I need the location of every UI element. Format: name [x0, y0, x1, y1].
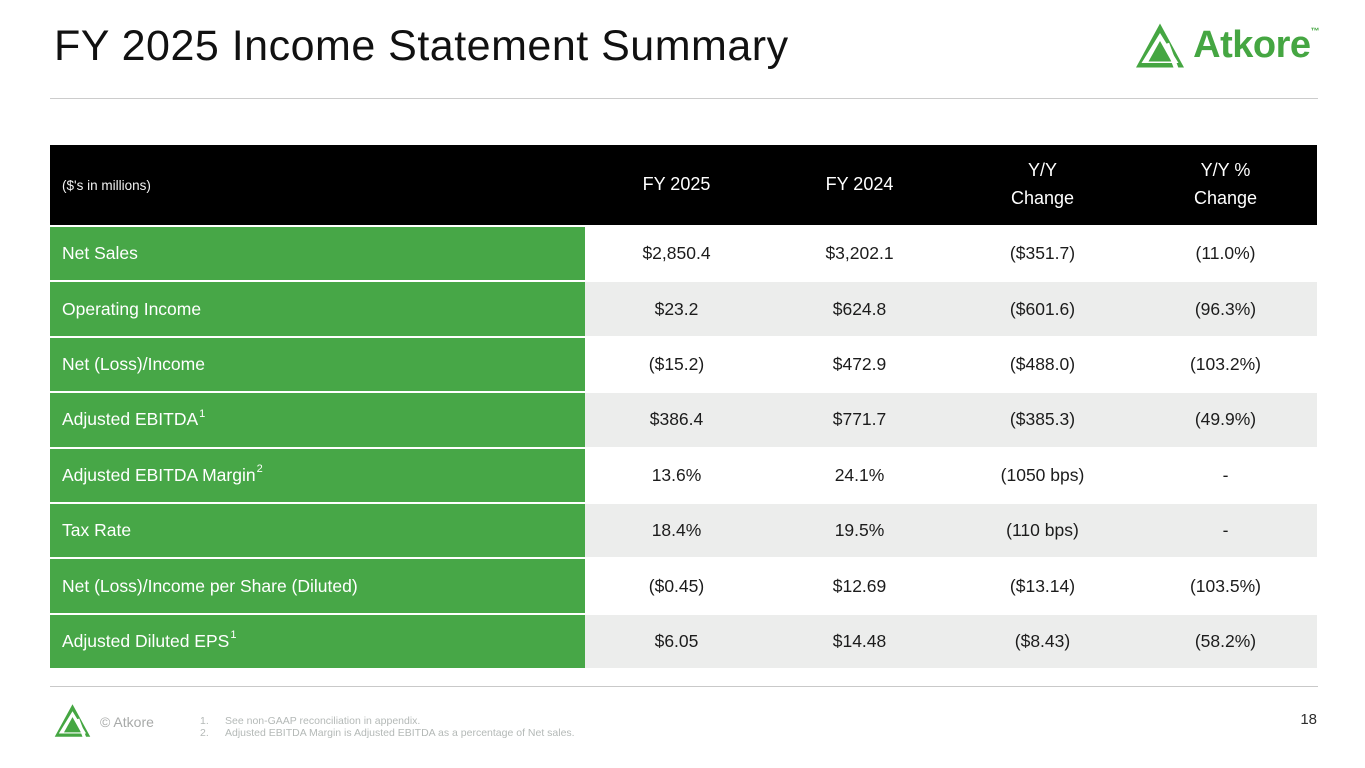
cell-value: $2,850.4	[585, 227, 768, 281]
cell-value: (110 bps)	[951, 503, 1134, 558]
row-label: Adjusted EBITDA 1	[50, 393, 585, 447]
table-row-tax-rate: Tax Rate 18.4% 19.5% (110 bps) -	[50, 501, 1317, 558]
units-note: ($'s in millions)	[62, 177, 151, 193]
cell-value: 13.6%	[585, 448, 768, 502]
cell-value: $472.9	[768, 337, 951, 392]
row-label: Net (Loss)/Income	[50, 337, 585, 392]
income-statement-table: ($'s in millions) FY 2025 FY 2024 Y/Y Ch…	[50, 145, 1317, 669]
row-label: Operating Income	[50, 282, 585, 336]
cell-value: ($15.2)	[585, 337, 768, 392]
title-divider	[50, 98, 1318, 99]
cell-value: (103.5%)	[1134, 559, 1317, 613]
row-label: Net Sales	[50, 227, 585, 281]
cell-value: 18.4%	[585, 503, 768, 558]
cell-value: ($13.14)	[951, 559, 1134, 613]
cell-value: (11.0%)	[1134, 227, 1317, 281]
atkore-footer-triangle-icon	[54, 704, 91, 738]
row-label: Net (Loss)/Income per Share (Diluted)	[50, 559, 585, 613]
cell-value: ($385.3)	[951, 393, 1134, 447]
col-header-yy-change: Y/Y Change	[1010, 160, 1075, 208]
cell-value: (103.2%)	[1134, 337, 1317, 392]
page-number: 18	[1300, 711, 1317, 728]
table-row-net-sales: Net Sales $2,850.4 $3,202.1 ($351.7) (11…	[50, 225, 1317, 281]
cell-value: $14.48	[768, 614, 951, 669]
trademark-symbol: ™	[1310, 26, 1320, 36]
footnotes: 1. See non-GAAP reconciliation in append…	[200, 715, 575, 739]
page-title: FY 2025 Income Statement Summary	[54, 22, 789, 70]
col-header-yy-pct-change: Y/Y % Change	[1193, 160, 1258, 208]
table-row-adjusted-diluted-eps: Adjusted Diluted EPS 1 $6.05 $14.48 ($8.4…	[50, 612, 1317, 669]
row-label: Tax Rate	[50, 503, 585, 558]
table-row-net-loss-income: Net (Loss)/Income ($15.2) $472.9 ($488.0…	[50, 335, 1317, 392]
row-label: Adjusted Diluted EPS 1	[50, 614, 585, 669]
cell-value: ($8.43)	[951, 614, 1134, 669]
cell-value: -	[1134, 448, 1317, 502]
table-header-row: ($'s in millions) FY 2025 FY 2024 Y/Y Ch…	[50, 145, 1317, 225]
cell-value: $6.05	[585, 614, 768, 669]
cell-value: (49.9%)	[1134, 393, 1317, 447]
table-row-net-loss-income-per-share: Net (Loss)/Income per Share (Diluted) ($…	[50, 557, 1317, 613]
cell-value: ($0.45)	[585, 559, 768, 613]
cell-value: (58.2%)	[1134, 614, 1317, 669]
cell-value: $12.69	[768, 559, 951, 613]
cell-value: 24.1%	[768, 448, 951, 502]
footnote-2: 2. Adjusted EBITDA Margin is Adjusted EB…	[200, 726, 575, 739]
cell-value: ($351.7)	[951, 227, 1134, 281]
cell-value: (1050 bps)	[951, 448, 1134, 502]
brand-wordmark: Atkore™	[1193, 24, 1320, 66]
cell-value: $386.4	[585, 393, 768, 447]
atkore-triangle-icon	[1136, 23, 1185, 69]
row-label: Adjusted EBITDA Margin 2	[50, 448, 585, 502]
table-row-operating-income: Operating Income $23.2 $624.8 ($601.6) (…	[50, 280, 1317, 336]
col-header-fy2024: FY 2024	[825, 174, 894, 195]
table-row-adjusted-ebitda-margin: Adjusted EBITDA Margin 2 13.6% 24.1% (105…	[50, 446, 1317, 502]
cell-value: ($601.6)	[951, 282, 1134, 336]
copyright-text: © Atkore	[100, 714, 154, 730]
cell-value: -	[1134, 503, 1317, 558]
cell-value: ($488.0)	[951, 337, 1134, 392]
cell-value: 19.5%	[768, 503, 951, 558]
col-header-fy2025: FY 2025	[642, 174, 711, 195]
cell-value: $23.2	[585, 282, 768, 336]
brand-logo: Atkore™	[1135, 22, 1319, 69]
cell-value: $624.8	[768, 282, 951, 336]
table-row-adjusted-ebitda: Adjusted EBITDA 1 $386.4 $771.7 ($385.3) …	[50, 391, 1317, 447]
cell-value: (96.3%)	[1134, 282, 1317, 336]
cell-value: $771.7	[768, 393, 951, 447]
cell-value: $3,202.1	[768, 227, 951, 281]
footer-divider	[50, 686, 1318, 687]
footnote-1: 1. See non-GAAP reconciliation in append…	[200, 715, 421, 727]
